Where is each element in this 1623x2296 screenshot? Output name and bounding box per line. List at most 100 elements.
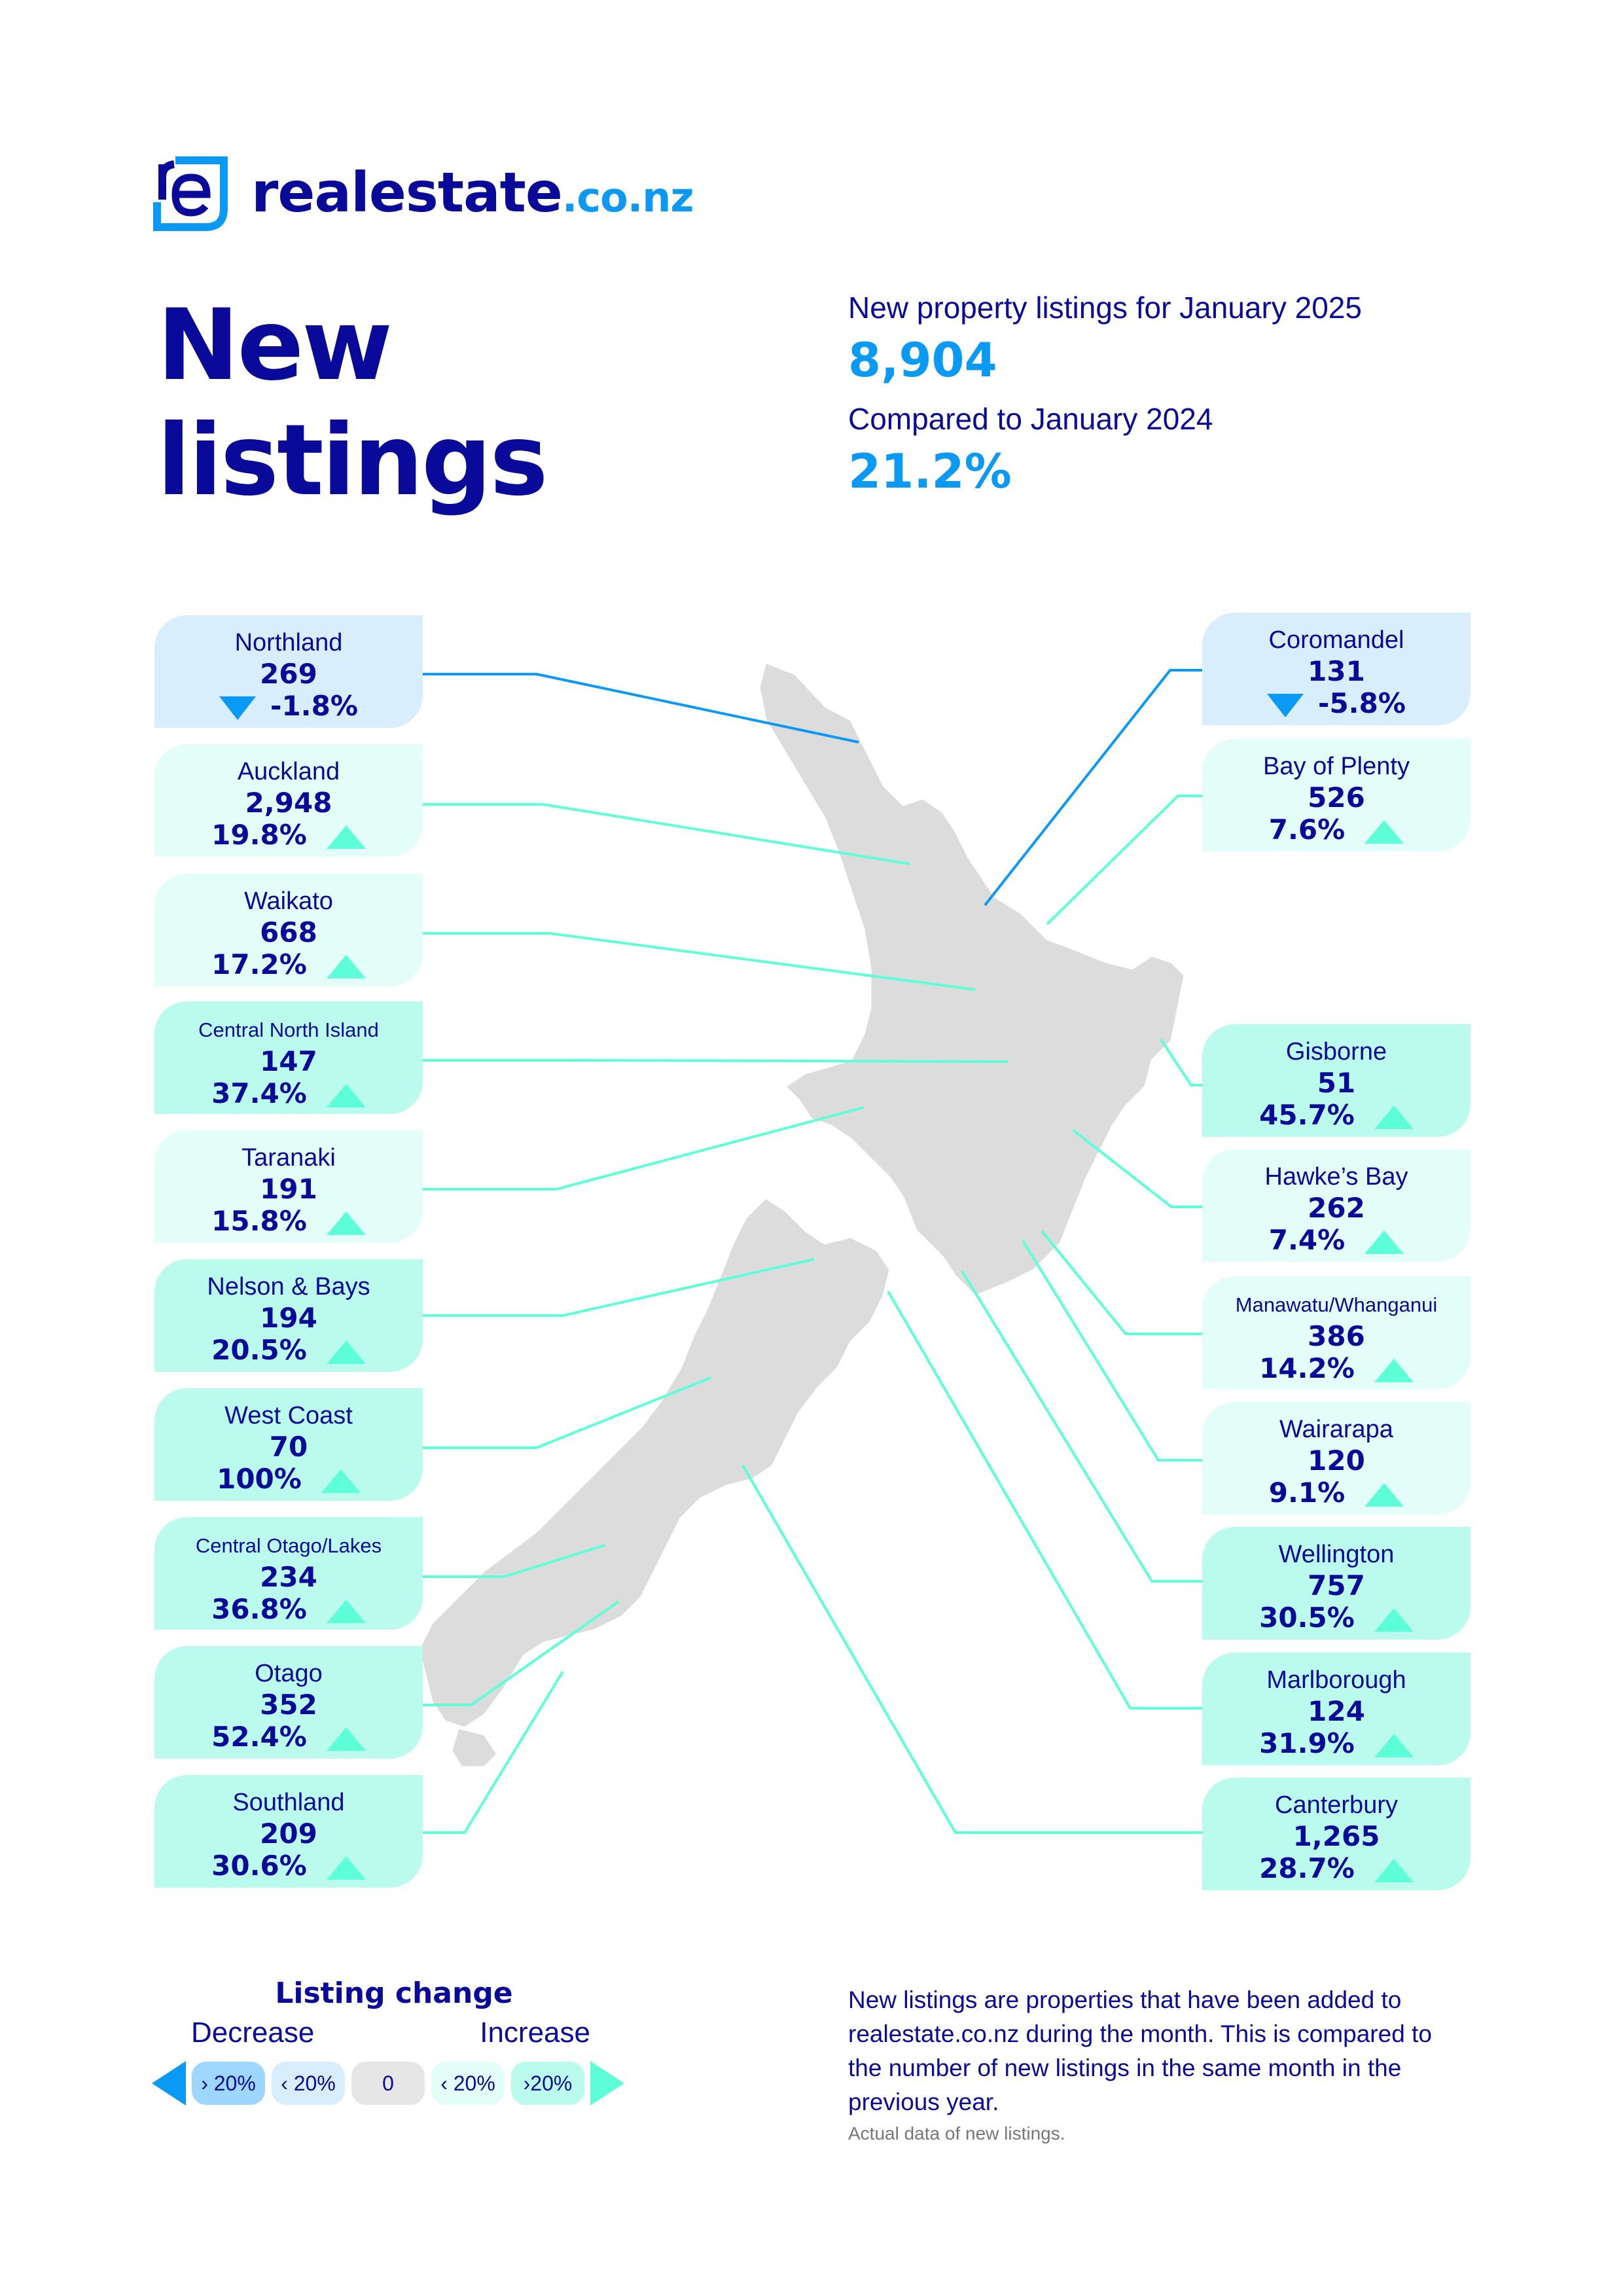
total-label: New property listings for January 2025 [848, 291, 1362, 325]
increase-arrow-icon [1364, 1230, 1404, 1254]
methodology-note: New listings are properties that have be… [848, 1986, 1432, 2115]
leader-marlborough [887, 1290, 1204, 1710]
region-change: 14.2% [1202, 1352, 1471, 1385]
region-change: 30.5% [1202, 1602, 1471, 1634]
leader-bop [1046, 795, 1204, 925]
leader-manawatu [1041, 1230, 1204, 1335]
legend-chip-increase-gt20: ›20% [511, 2062, 584, 2105]
leader-westcoast [422, 1376, 711, 1449]
north-island-shape [758, 660, 1186, 1297]
leader-auckland [422, 803, 910, 865]
leader-coromandel [984, 669, 1204, 906]
legend-title: Listing change [275, 1977, 513, 2010]
leader-nelson [422, 1258, 815, 1317]
region-box-northland: Northland 269 -1.8% [154, 615, 423, 728]
increase-arrow-icon [326, 1856, 366, 1880]
brand-name: realestate.co.nz [251, 160, 694, 224]
region-value: 2,948 [245, 787, 332, 819]
region-box-central-otago-lakes: Central Otago/Lakes 234 36.8% [154, 1517, 423, 1630]
region-box-nelson-bays: Nelson & Bays 194 20.5% [154, 1259, 423, 1372]
region-box-southland: Southland 209 30.6% [154, 1775, 423, 1888]
region-change: 19.8% [154, 819, 423, 852]
footnote: Actual data of new listings. [848, 2123, 1065, 2144]
region-box-bay-of-plenty: Bay of Plenty 526 7.6% [1202, 739, 1471, 852]
region-box-coromandel: Coromandel 131 -5.8% [1202, 613, 1471, 725]
stewart-island-shape [450, 1727, 499, 1768]
increase-arrow-icon [326, 825, 366, 849]
region-name: Canterbury [1275, 1791, 1398, 1819]
region-box-manawatu-whanganui: Manawatu/Whanganui 386 14.2% [1202, 1276, 1471, 1389]
region-box-wellington: Wellington 757 30.5% [1202, 1527, 1471, 1640]
legend-decrease-label: Decrease [191, 2017, 315, 2049]
leader-wellington [961, 1270, 1204, 1583]
region-change: 45.7% [1202, 1099, 1471, 1132]
region-name: Central Otago/Lakes [195, 1534, 382, 1557]
region-value: 757 [1308, 1570, 1365, 1602]
increase-arrow-icon [1374, 1858, 1414, 1882]
region-name: Wellington [1278, 1541, 1395, 1568]
region-change: 7.4% [1202, 1224, 1471, 1257]
legend-increase-label: Increase [480, 2017, 590, 2049]
leader-southland [422, 1670, 564, 1834]
leader-waikato [422, 932, 976, 991]
logo: realestate.co.nz [152, 153, 694, 232]
region-name: Wairarapa [1279, 1416, 1393, 1443]
decrease-arrow-icon [152, 2061, 186, 2106]
region-change: -5.8% [1202, 687, 1471, 720]
region-name: Otago [255, 1660, 323, 1687]
south-island-shape [418, 1196, 891, 1729]
region-box-taranaki: Taranaki 191 15.8% [154, 1130, 423, 1243]
region-change: 37.4% [154, 1077, 423, 1110]
region-value: 147 [260, 1045, 317, 1077]
region-value: 131 [1308, 655, 1365, 687]
region-value: 120 [1308, 1444, 1365, 1477]
region-change: 52.4% [154, 1721, 423, 1753]
region-change: 100% [154, 1463, 423, 1496]
region-name: Gisborne [1285, 1038, 1387, 1066]
region-value: 269 [260, 658, 317, 690]
page-title: New listings [157, 288, 548, 518]
increase-arrow-icon [1374, 1105, 1414, 1129]
region-name: West Coast [224, 1402, 353, 1429]
region-name: Manawatu/Whanganui [1235, 1293, 1438, 1316]
region-change: 15.8% [154, 1205, 423, 1238]
region-change: -1.8% [154, 690, 423, 723]
region-box-marlborough: Marlborough 124 31.9% [1202, 1653, 1471, 1765]
region-value: 352 [260, 1689, 317, 1721]
summary: New property listings for January 2025 8… [848, 288, 1362, 504]
increase-arrow-icon [1374, 1358, 1414, 1382]
increase-arrow-icon [326, 1211, 366, 1235]
increase-arrow-icon [590, 2061, 624, 2106]
region-change: 20.5% [154, 1334, 423, 1367]
increase-arrow-icon [326, 1340, 366, 1364]
region-value: 124 [1308, 1695, 1365, 1727]
legend-chip-increase-lt20: ‹ 20% [431, 2062, 505, 2105]
legend-scale: › 20% ‹ 20% 0 ‹ 20% ›20% [152, 2061, 636, 2106]
region-name: Nelson & Bays [207, 1273, 370, 1300]
leader-cotago [422, 1544, 605, 1578]
region-box-central-north-island: Central North Island 147 37.4% [154, 1001, 423, 1114]
total-value: 8,904 [848, 332, 997, 387]
region-value: 262 [1308, 1192, 1365, 1224]
region-name: Taranaki [241, 1144, 336, 1172]
region-box-auckland: Auckland 2,948 19.8% [154, 744, 423, 857]
region-change: 30.6% [154, 1850, 423, 1882]
increase-arrow-icon [326, 1599, 366, 1623]
increase-arrow-icon [1364, 819, 1404, 844]
change-label: Compared to January 2024 [848, 402, 1213, 436]
region-name: Northland [234, 629, 343, 656]
legend-chip-decrease-gt20: › 20% [192, 2062, 265, 2105]
decrease-arrow-icon [1267, 693, 1304, 717]
region-value: 51 [1317, 1067, 1356, 1099]
map-shapes [418, 660, 1186, 1768]
leader-otago [422, 1600, 620, 1706]
increase-arrow-icon [1364, 1482, 1404, 1507]
title-line-2: listings [157, 404, 548, 518]
region-value: 209 [260, 1818, 317, 1850]
region-value: 191 [260, 1173, 317, 1205]
region-change: 28.7% [1202, 1852, 1471, 1885]
region-value: 70 [269, 1431, 308, 1463]
region-value: 526 [1308, 781, 1365, 814]
region-name: Bay of Plenty [1263, 753, 1410, 780]
